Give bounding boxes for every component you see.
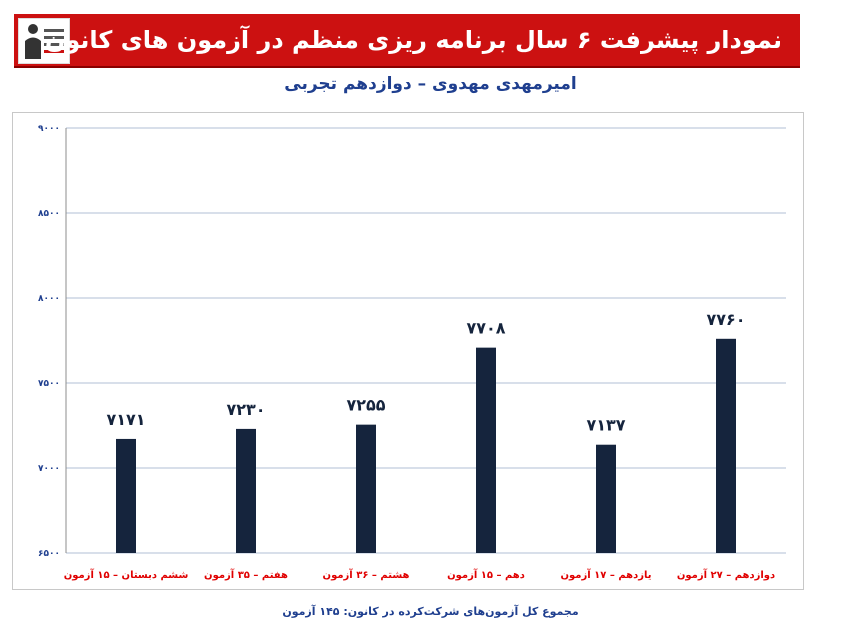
x-tick-label: دوازدهم – ۲۷ آزمون [677, 568, 775, 581]
bar [716, 338, 736, 553]
total-exams-footer: مجموع کل آزمون‌های شرکت‌کرده در کانون: ۱… [282, 605, 579, 618]
y-tick-label: ۹۰۰۰ [38, 124, 60, 134]
data-label: ۷۲۵۵ [346, 396, 385, 415]
bar [356, 424, 376, 553]
page-title: نمودار پیشرفت ۶ سال برنامه ریزی منظم در … [44, 26, 782, 54]
y-tick-label: ۶۵۰۰ [38, 549, 60, 559]
x-tick-label: ششم دبستان – ۱۵ آزمون [64, 568, 189, 581]
x-tick-label: دهم – ۱۵ آزمون [447, 568, 525, 581]
bar [116, 438, 136, 553]
y-tick-label: ۷۵۰۰ [38, 379, 60, 389]
chart-frame [12, 112, 804, 590]
data-label: ۷۱۷۱ [106, 410, 145, 429]
y-tick-label: ۸۵۰۰ [38, 209, 60, 219]
bar [476, 347, 496, 553]
x-tick-label: هشتم – ۳۶ آزمون [323, 568, 410, 581]
data-label: ۷۷۰۸ [466, 319, 505, 338]
chart-subtitle: امیرمهدی مهدوی – دوازدهم تجربی [284, 74, 577, 94]
y-tick-label: ۷۰۰۰ [38, 464, 60, 474]
x-tick-label: هفتم – ۳۵ آزمون [204, 568, 288, 581]
y-tick-label: ۸۰۰۰ [38, 294, 60, 304]
logo-icon [18, 18, 70, 64]
title-banner: نمودار پیشرفت ۶ سال برنامه ریزی منظم در … [14, 14, 800, 68]
x-tick-label: یازدهم – ۱۷ آزمون [560, 568, 651, 581]
data-label: ۷۷۶۰ [706, 310, 745, 329]
data-label: ۷۱۳۷ [586, 416, 625, 435]
data-label: ۷۲۳۰ [226, 400, 265, 419]
bar [236, 428, 256, 553]
bar [596, 444, 616, 553]
